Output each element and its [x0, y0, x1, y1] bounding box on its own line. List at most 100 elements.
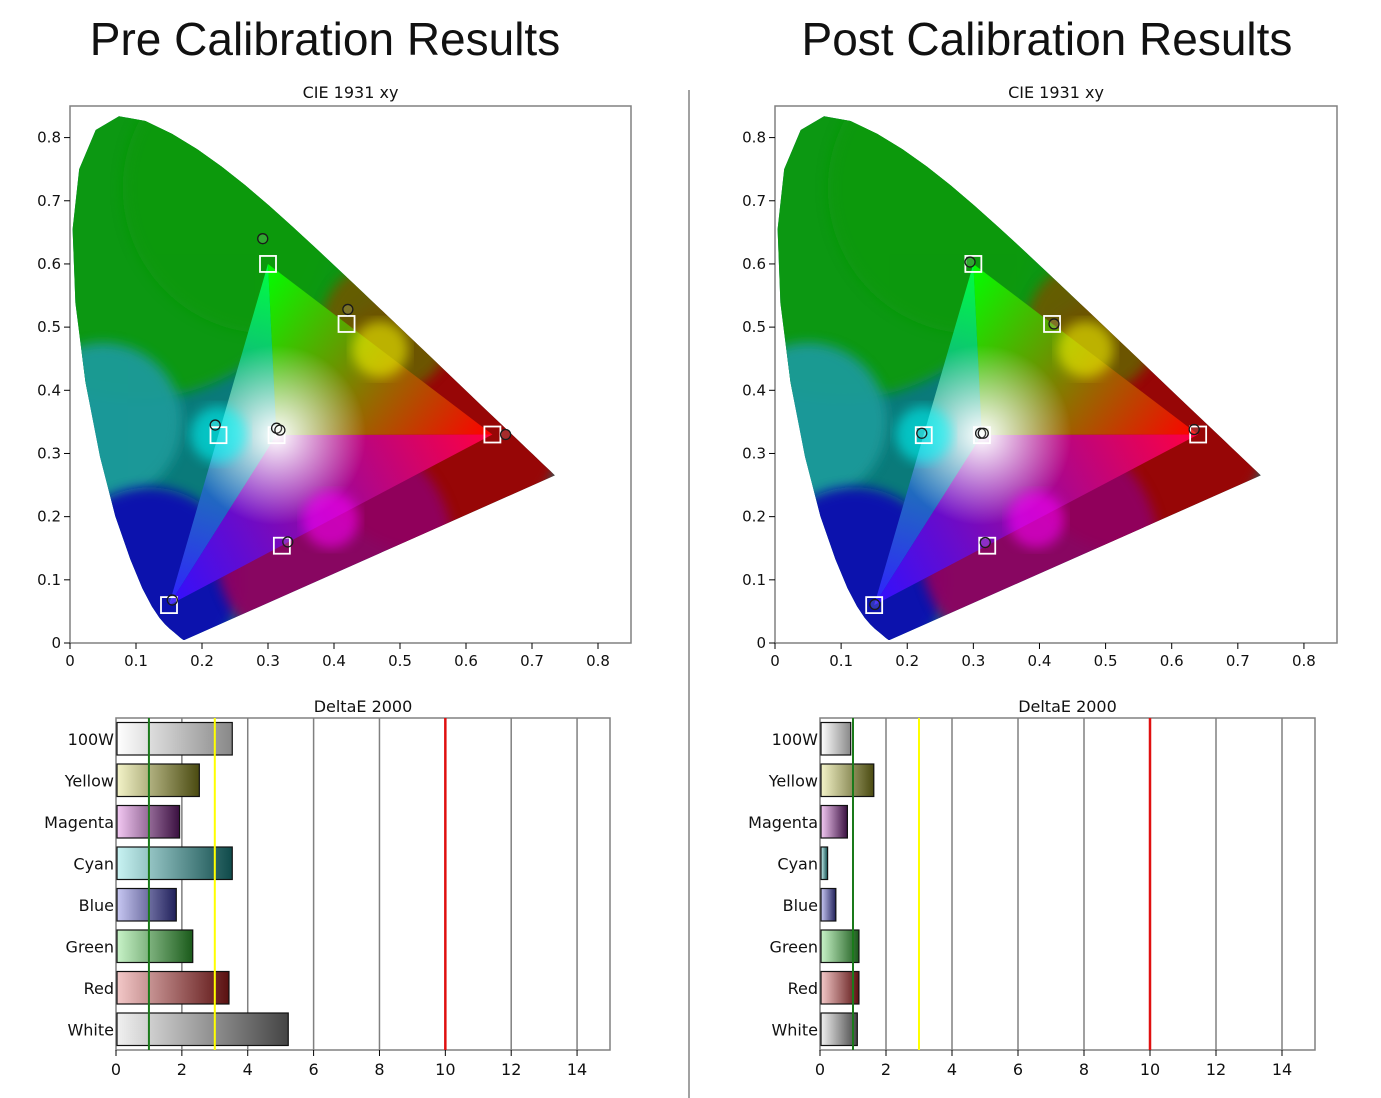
target-marker-yellow [337, 315, 356, 333]
cie-plot-frame [774, 105, 1338, 644]
x-tick-label: 0.7 [520, 652, 544, 670]
category-label: Magenta [748, 813, 818, 832]
y-tick-label: 0.8 [742, 129, 766, 147]
measured-point-white [974, 427, 987, 439]
measured-point-green [964, 256, 976, 268]
bar-100w [116, 721, 233, 756]
y-tick-label: 0.7 [742, 192, 766, 210]
bar-blue [820, 887, 837, 922]
measured-point-100w [977, 427, 989, 439]
bar-magenta [820, 804, 848, 839]
measured-point-100w [274, 424, 286, 436]
cie-plot-frame [69, 105, 632, 644]
target-marker-green [259, 255, 277, 273]
x-tick-label: 0.1 [829, 652, 853, 670]
x-tick-label: 0.6 [1160, 652, 1184, 670]
bar-cyan [820, 846, 829, 881]
x-tick-label: 2 [177, 1060, 187, 1079]
category-label: Blue [79, 896, 114, 915]
bar-blue [116, 887, 177, 922]
x-tick-label: 0.2 [190, 652, 214, 670]
y-tick-label: 0.2 [742, 508, 766, 526]
bar-cyan [116, 846, 233, 881]
x-tick-label: 10 [435, 1060, 455, 1079]
bar-yellow [116, 763, 200, 798]
x-tick-label: 0.6 [454, 652, 478, 670]
y-tick-label: 0.5 [37, 318, 61, 336]
y-tick-label: 0.6 [742, 255, 766, 273]
y-tick-label: 0.4 [37, 381, 61, 399]
x-tick-label: 0 [770, 652, 780, 670]
measured-point-magenta [979, 536, 991, 549]
x-tick-label: 0 [815, 1060, 825, 1079]
category-label: Green [770, 937, 818, 956]
measured-point-red [499, 428, 512, 441]
cie-chart-0: CIE 1931 xy 0 0.1 0.2 0.3 0.4 0.5 0.6 0.7 0.8 0 0.1… [37, 83, 632, 670]
x-tick-label: 0.5 [388, 652, 412, 670]
category-label: Red [788, 979, 818, 998]
x-tick-label: 4 [947, 1060, 957, 1079]
bar-white [116, 1012, 289, 1047]
x-tick-label: 12 [1206, 1060, 1226, 1079]
x-tick-label: 0.2 [895, 652, 919, 670]
category-label: 100W [68, 730, 115, 749]
x-tick-label: 4 [243, 1060, 253, 1079]
x-tick-label: 0.3 [256, 652, 280, 670]
x-tick-label: 14 [1272, 1060, 1292, 1079]
y-tick-label: 0.5 [742, 318, 766, 336]
measured-point-cyan [209, 419, 221, 431]
y-tick-label: 0.1 [37, 571, 61, 589]
y-tick-label: 0.4 [742, 381, 766, 399]
category-label: White [67, 1020, 114, 1039]
x-tick-label: 0.4 [322, 652, 346, 670]
y-tick-label: 0.2 [37, 508, 61, 526]
deltae-chart-0: DeltaE 2000 100W Yellow Magenta Cyan Blue Gree… [44, 697, 611, 1079]
y-tick-label: 0.3 [742, 444, 766, 462]
category-label: Green [66, 937, 114, 956]
y-tick-label: 0 [51, 634, 61, 652]
category-label: Yellow [64, 771, 114, 790]
cie-chart-1: CIE 1931 xy 0 0.1 0.2 0.3 0.4 0.5 0.6 0.7 0.8 0 0.1… [742, 83, 1338, 670]
category-label: 100W [772, 730, 819, 749]
deltae-chart-title: DeltaE 2000 [1018, 697, 1117, 716]
bar-green [116, 929, 194, 964]
x-tick-label: 12 [501, 1060, 521, 1079]
deltae-plot-frame [819, 717, 1316, 1051]
target-marker-magenta [272, 536, 291, 555]
category-label: Yellow [768, 771, 818, 790]
x-tick-label: 0 [65, 652, 75, 670]
bar-yellow [820, 763, 875, 798]
x-tick-label: 0.8 [1292, 652, 1316, 670]
measured-point-cyan [916, 427, 928, 439]
measured-point-yellow [1048, 318, 1060, 330]
cie-chart-title: CIE 1931 xy [1008, 83, 1104, 102]
cie-axes: 0 0.1 0.2 0.3 0.4 0.5 0.6 0.7 0.8 0 0.1 0.2 0.3 0.4 0.… [37, 129, 610, 670]
category-label: Blue [783, 896, 818, 915]
x-tick-label: 2 [881, 1060, 891, 1079]
x-tick-label: 8 [374, 1060, 384, 1079]
cie-axes: 0 0.1 0.2 0.3 0.4 0.5 0.6 0.7 0.8 0 0.1 0.2 0.3 0.4 0.… [742, 129, 1316, 670]
category-label: White [771, 1020, 818, 1039]
measured-point-green [257, 233, 269, 245]
y-tick-label: 0.8 [37, 129, 61, 147]
target-marker-cyan [914, 426, 933, 445]
spectral-locus [72, 116, 555, 640]
measured-point-blue [869, 598, 881, 611]
deltae-chart-1: DeltaE 2000 100W Yellow Magenta Cyan Blue Gree… [748, 697, 1316, 1079]
target-marker-yellow [1043, 315, 1061, 333]
post-calibration-title: Post Calibration Results [801, 13, 1293, 65]
cie-chart-title: CIE 1931 xy [303, 83, 399, 102]
measured-point-blue [166, 594, 178, 606]
x-tick-label: 8 [1079, 1060, 1089, 1079]
pre-calibration-title: Pre Calibration Results [89, 13, 561, 65]
measured-point-magenta [282, 536, 294, 548]
x-tick-label: 0.5 [1094, 652, 1118, 670]
category-label: Cyan [777, 854, 818, 873]
x-tick-label: 14 [567, 1060, 587, 1079]
x-tick-label: 6 [1013, 1060, 1023, 1079]
y-tick-label: 0.6 [37, 255, 61, 273]
bar-red [116, 970, 230, 1005]
x-tick-label: 6 [309, 1060, 319, 1079]
y-tick-label: 0.7 [37, 192, 61, 210]
